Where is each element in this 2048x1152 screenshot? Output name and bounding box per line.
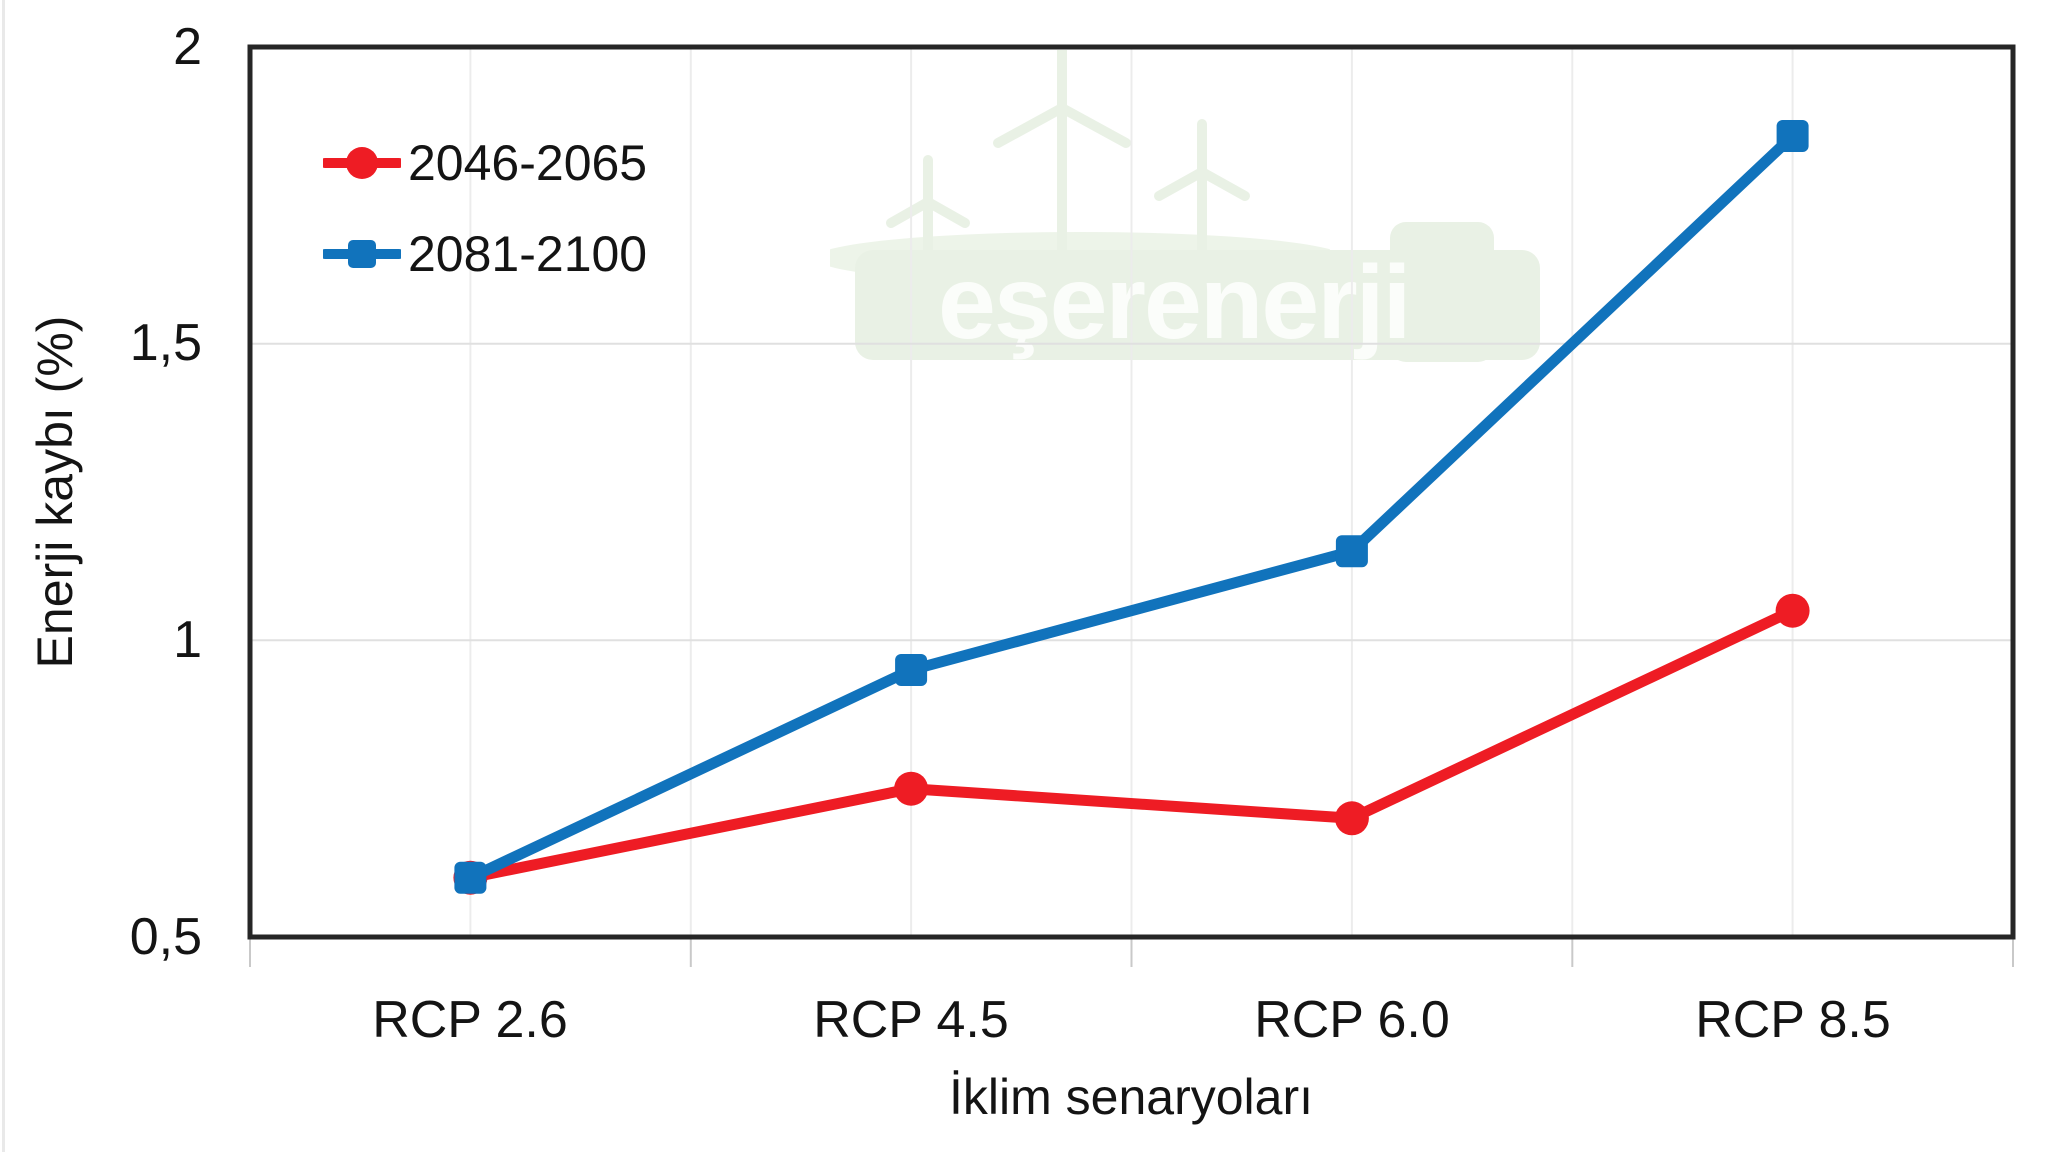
y-tick-label: 0,5 (129, 908, 202, 966)
x-tick-label: RCP 6.0 (1254, 991, 1450, 1049)
y-tick-label: 1 (173, 611, 202, 669)
legend-item: 2081-2100 (320, 218, 648, 290)
y-tick-label: 1,5 (129, 314, 202, 372)
legend-label: 2046-2065 (408, 135, 648, 191)
x-tick-label: RCP 8.5 (1695, 991, 1891, 1049)
legend: 2046-2065 2081-2100 (320, 127, 648, 290)
data-point-2046-2065-RCP 8.5 (1775, 593, 1810, 628)
plot-frame (247, 44, 2016, 940)
y-tick-label: 2 (173, 18, 202, 76)
series-line-2046-2065 (464, 605, 1799, 884)
data-point-2046-2065-RCP 6.0 (1334, 801, 1369, 836)
legend-marker-circle-icon (320, 144, 404, 182)
data-point-2081-2100-RCP 4.5 (895, 654, 928, 686)
data-point-2081-2100-RCP 6.0 (1335, 535, 1368, 568)
watermark-text: eşerenerji (938, 245, 1411, 361)
x-tick-label: RCP 2.6 (372, 991, 568, 1049)
x-axis-title: İklim senaryoları (949, 1069, 1313, 1125)
legend-item: 2046-2065 (320, 127, 648, 199)
watermark-box-right (1390, 222, 1494, 362)
data-point-2046-2065-RCP 4.5 (894, 771, 929, 806)
screen-edge-line (2, 0, 5, 1152)
legend-label: 2081-2100 (408, 226, 648, 282)
legend-marker-square-icon (320, 235, 404, 273)
data-point-2081-2100-RCP 8.5 (1776, 120, 1809, 152)
y-axis-title: Enerji kaybı (%) (27, 315, 83, 669)
data-point-2081-2100-RCP 2.6 (454, 861, 487, 894)
x-tick-label: RCP 4.5 (813, 991, 1009, 1049)
series-line-2081-2100 (464, 130, 1799, 884)
